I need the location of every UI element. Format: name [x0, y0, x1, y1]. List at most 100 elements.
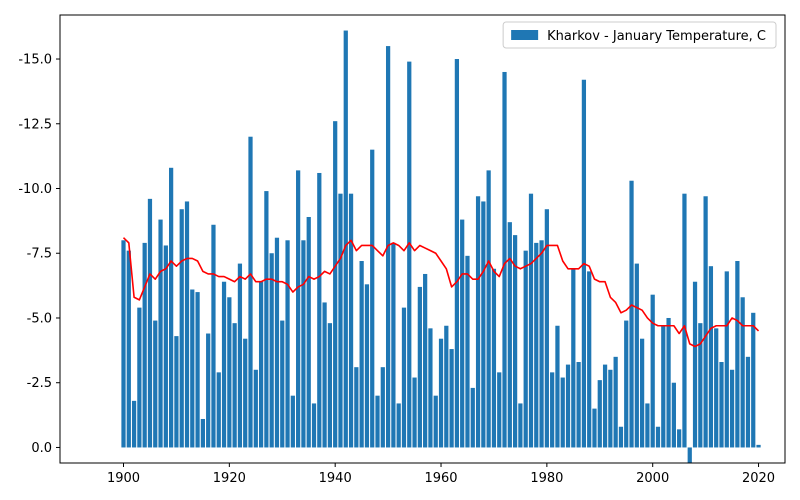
x-tick-label: 1960	[424, 471, 457, 486]
bar-2008	[692, 281, 698, 448]
bar-1908	[163, 245, 168, 448]
bar-1938	[322, 302, 327, 448]
bar-1937	[317, 172, 322, 448]
bar-1917	[211, 224, 216, 448]
bar-1940	[333, 121, 338, 448]
bar-1933	[296, 170, 301, 448]
bar-series	[121, 30, 761, 463]
bar-1976	[523, 250, 528, 448]
bar-1995	[624, 320, 629, 448]
bar-2013	[719, 362, 724, 448]
bar-1992	[608, 369, 613, 448]
bar-1936	[311, 403, 317, 448]
bar-1960	[438, 338, 444, 448]
bar-1906	[153, 320, 158, 448]
bar-2012	[714, 328, 719, 448]
x-tick-label: 2020	[742, 471, 775, 486]
bar-1911	[179, 209, 184, 448]
bar-1984	[565, 364, 571, 448]
bar-2019	[751, 312, 756, 448]
bar-1966	[470, 387, 475, 448]
bar-1973	[507, 222, 512, 448]
bar-1928	[269, 253, 274, 448]
bar-1985	[571, 268, 576, 448]
bar-1912	[184, 201, 190, 448]
bar-1954	[407, 61, 412, 448]
bar-1947	[370, 149, 375, 448]
bar-1920	[227, 297, 232, 448]
bar-1943	[348, 193, 354, 448]
bar-1956	[417, 286, 422, 448]
bar-1991	[602, 364, 608, 448]
bar-1979	[539, 240, 544, 448]
bar-2005	[677, 429, 682, 448]
bar-2001	[655, 426, 661, 448]
bar-1959	[433, 395, 438, 448]
bar-1980	[544, 209, 549, 448]
bar-1952	[396, 403, 401, 448]
bar-1935	[306, 216, 311, 448]
bar-1970	[491, 268, 497, 448]
bar-1955	[412, 377, 417, 448]
y-tick-label: -7.5	[27, 247, 52, 262]
bar-1939	[327, 323, 332, 448]
bar-1942	[343, 30, 348, 448]
bar-1986	[576, 362, 581, 448]
bar-2018	[745, 356, 751, 448]
bar-1905	[147, 198, 153, 448]
bar-1944	[354, 367, 359, 448]
bar-2010	[703, 196, 708, 448]
bar-1989	[592, 408, 597, 448]
bar-1974	[512, 235, 518, 448]
bar-2017	[740, 297, 745, 448]
x-tick-label: 1900	[107, 471, 140, 486]
bar-1964	[460, 219, 465, 448]
bar-2003	[666, 317, 671, 448]
bar-1916	[206, 333, 211, 448]
bar-1996	[629, 180, 634, 448]
bar-1921	[232, 323, 237, 448]
bar-1915	[200, 418, 205, 448]
bar-2000	[650, 294, 655, 448]
y-axis: -15.0 -12.5 -10.0 -7.5 -5.0 -2.5 0.0	[18, 53, 60, 456]
bar-1930	[280, 320, 285, 448]
bar-1922	[237, 263, 243, 448]
bar-2016	[735, 261, 740, 448]
bar-1925	[253, 369, 258, 448]
bar-1999	[645, 403, 650, 448]
bar-1927	[264, 191, 269, 448]
bar-1978	[534, 242, 539, 448]
y-tick-label: 0.0	[31, 441, 52, 456]
x-tick-label: 1980	[530, 471, 563, 486]
bar-1975	[518, 403, 523, 448]
bar-2020	[756, 444, 761, 448]
legend: Kharkov - January Temperature, C	[502, 21, 777, 49]
bar-1910	[174, 336, 179, 448]
bar-1945	[359, 261, 364, 448]
bar-1983	[560, 377, 565, 448]
x-tick-label: 1920	[213, 471, 246, 486]
bar-1934	[301, 240, 306, 448]
bar-2006	[682, 193, 687, 448]
bar-1963	[454, 59, 460, 448]
bar-1982	[555, 325, 560, 448]
x-tick-label: 2000	[636, 471, 669, 486]
bar-1998	[640, 338, 645, 448]
y-tick-label: -2.5	[27, 376, 52, 391]
legend-box	[502, 21, 777, 49]
bar-1994	[618, 426, 624, 448]
bar-1903	[137, 307, 142, 448]
bar-1951	[391, 242, 396, 448]
bar-1926	[258, 281, 264, 448]
bar-1900	[121, 240, 126, 448]
bar-1913	[190, 289, 195, 448]
bar-1968	[481, 201, 486, 448]
bar-2014	[724, 271, 729, 448]
bar-1981	[550, 372, 555, 448]
bar-1923	[243, 338, 248, 448]
bar-1967	[475, 196, 481, 448]
bar-1990	[597, 380, 602, 448]
bar-1946	[364, 284, 370, 448]
bar-1914	[195, 292, 200, 448]
